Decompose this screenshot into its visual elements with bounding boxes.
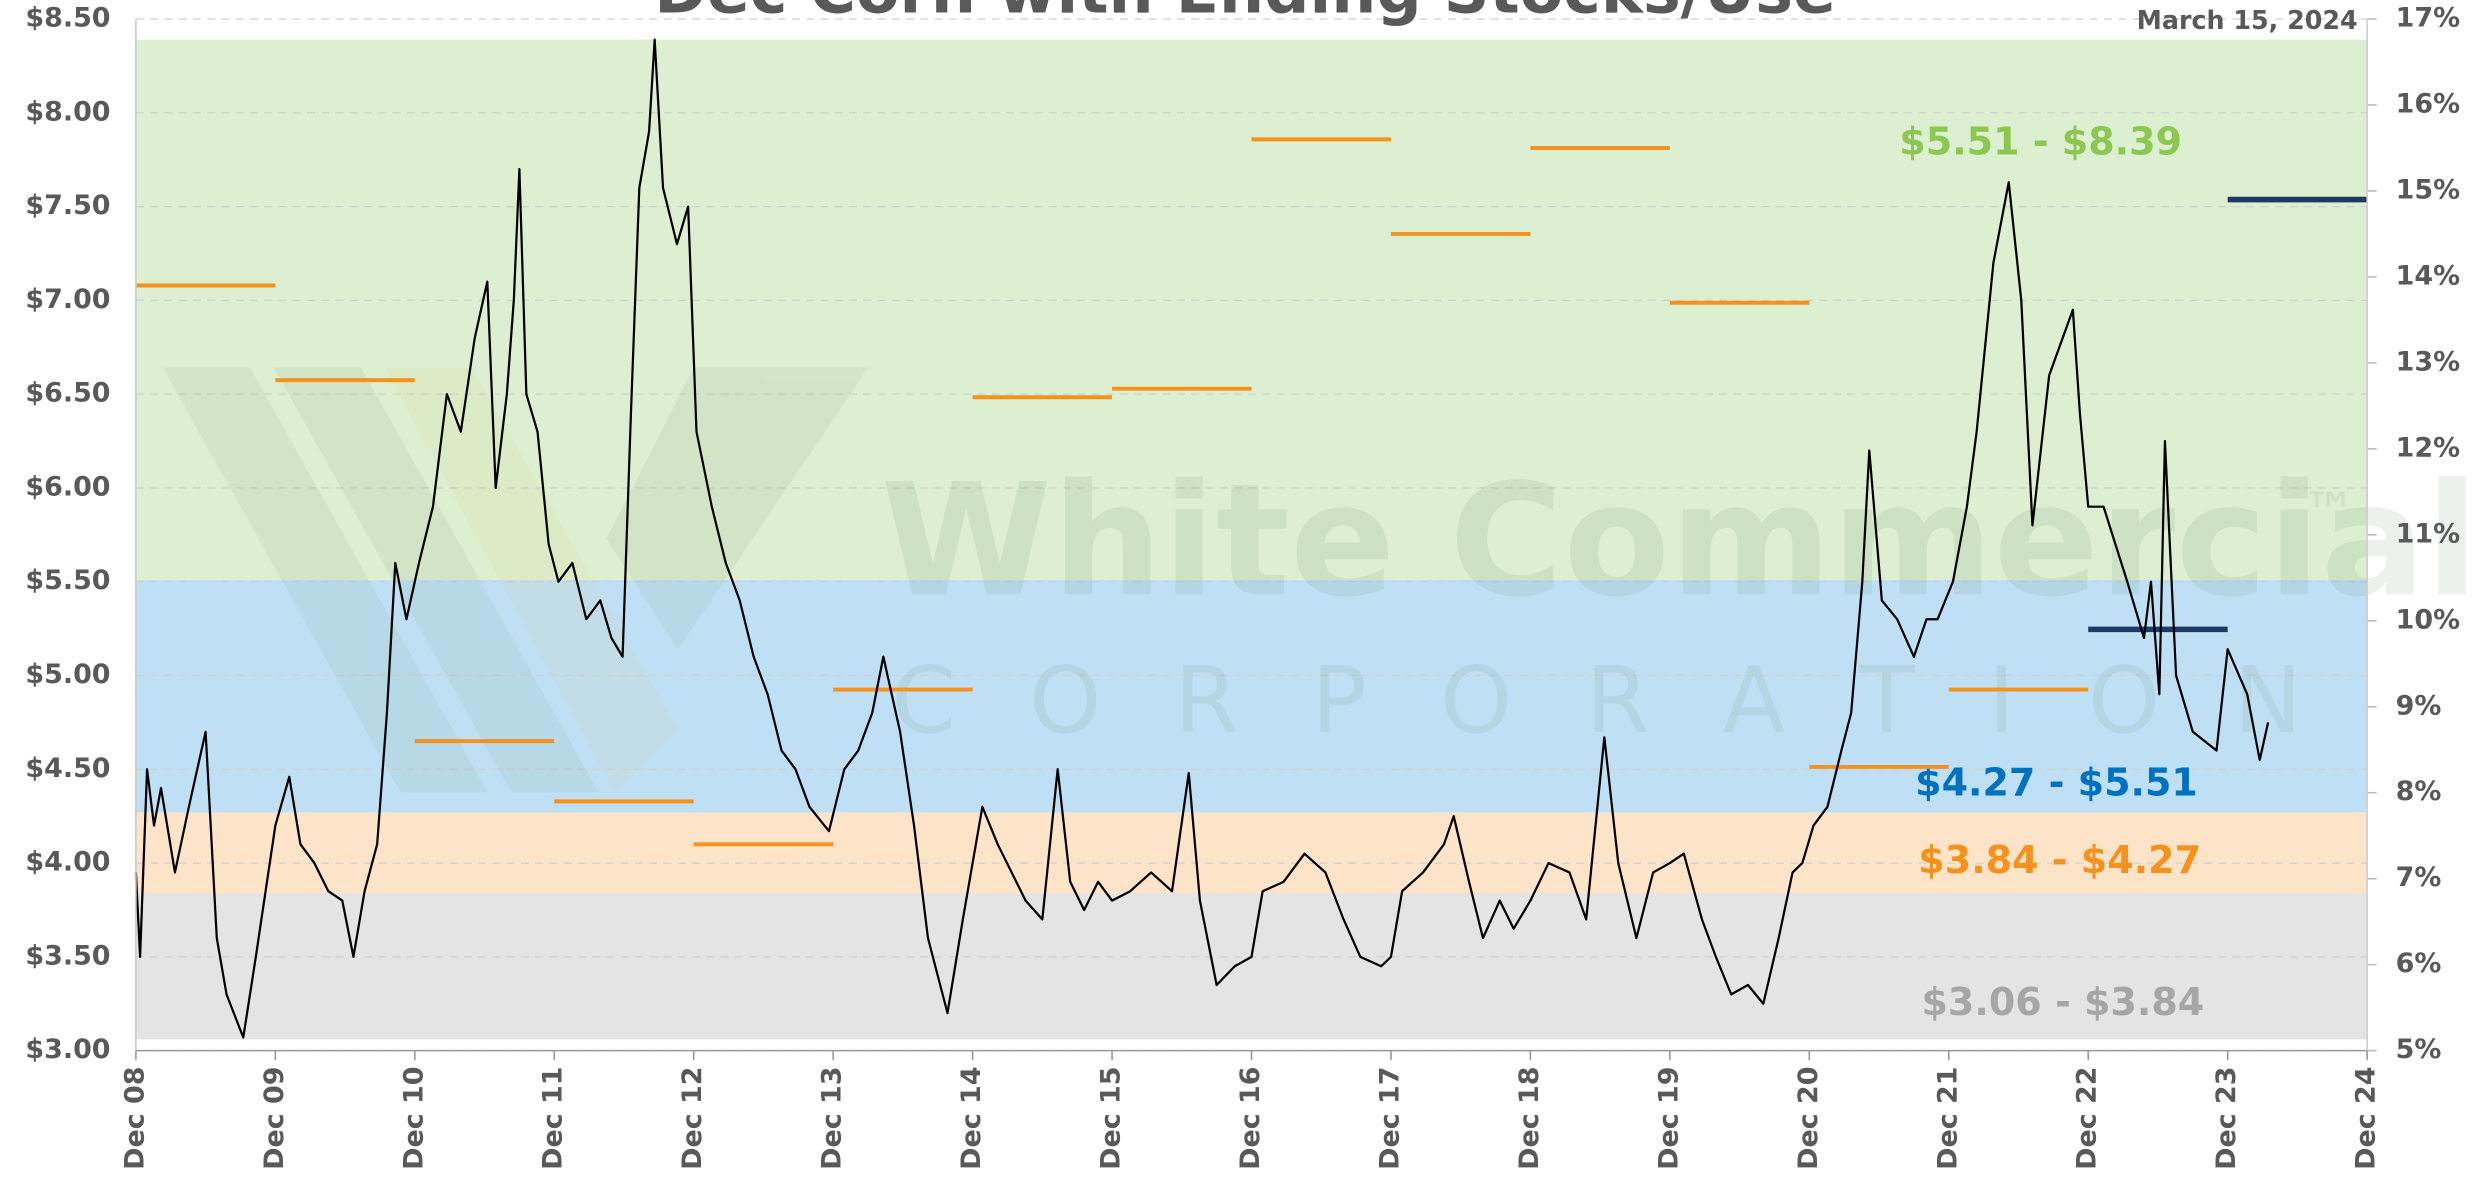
x-tick-label: Dec 14	[956, 1066, 987, 1169]
x-tick-label: Dec 15	[1096, 1066, 1127, 1169]
y-tick-label: $7.00	[25, 284, 110, 315]
watermark-text: White Commercial	[881, 450, 2479, 631]
x-tick-label: Dec 16	[1235, 1066, 1266, 1169]
x-tick-label: Dec 11	[538, 1066, 569, 1169]
watermark-logo	[606, 367, 869, 650]
chart-title: Dec Corn with Ending Stocks/Use	[654, 0, 1836, 28]
x-tick-label: Dec 19	[1653, 1066, 1684, 1169]
x-tick-label: Dec 21	[1932, 1066, 1963, 1169]
band-label: $3.06 - $3.84	[1921, 980, 2204, 1024]
x-tick-label: Dec 24	[2351, 1066, 2382, 1169]
y-tick-label: $3.00	[25, 1034, 110, 1065]
x-tick-label: Dec 22	[2072, 1066, 2103, 1169]
y2-tick-label: 5%	[2396, 1034, 2442, 1065]
y-tick-label: $3.50	[25, 940, 110, 971]
y2-tick-label: 15%	[2396, 174, 2460, 205]
price-line	[134, 38, 2270, 1039]
x-tick-label: Dec 10	[398, 1066, 429, 1169]
y-tick-label: $7.50	[25, 190, 110, 221]
y2-tick-label: 6%	[2396, 948, 2442, 979]
watermark-logo	[273, 367, 599, 793]
price-band	[135, 39, 2368, 580]
plot: $3.06 - $3.84 $3.84 - $4.27 $4.27 - $5.51 $…	[134, 38, 2368, 1039]
y-tick-label: $8.50	[25, 3, 110, 34]
price-band	[135, 893, 2368, 1040]
y-tick-label: $6.00	[25, 471, 110, 502]
x-tick-label: Dec 08	[119, 1066, 150, 1169]
x-tick-label: Dec 20	[1793, 1066, 1824, 1169]
x-tick-label: Dec 17	[1374, 1066, 1405, 1169]
watermark-logo	[384, 367, 678, 793]
axes: $3.00 $3.50 $4.00 $4.50 $5.00 $5.50 $6.00 $6.50…	[25, 3, 2460, 1170]
band-label: $3.84 - $4.27	[1918, 838, 2201, 882]
watermark-text: ™	[2302, 481, 2356, 544]
y2-tick-label: 9%	[2396, 690, 2442, 721]
y-tick-label: $4.00	[25, 847, 110, 878]
y-tick-label: $5.00	[25, 659, 110, 690]
y-tick-label: $4.50	[25, 753, 110, 784]
watermark: White Commercial ™ C O R P O R A T I O N	[162, 367, 2479, 793]
date-label: March 15, 2024	[2137, 5, 2358, 35]
bands	[135, 39, 2368, 1040]
watermark-logo	[162, 367, 488, 793]
band-label: $4.27 - $5.51	[1915, 760, 2198, 804]
y2-tick-label: 14%	[2396, 260, 2460, 291]
price-band	[135, 812, 2368, 894]
price-band	[135, 579, 2368, 813]
x-tick-label: Dec 09	[259, 1066, 290, 1169]
y-tick-label: $8.00	[25, 96, 110, 127]
x-tick-label: Dec 23	[2211, 1066, 2242, 1169]
y2-tick-label: 8%	[2396, 776, 2442, 807]
y2-tick-label: 17%	[2396, 3, 2460, 34]
x-tick-label: Dec 13	[817, 1066, 848, 1169]
y2-tick-label: 11%	[2396, 518, 2460, 549]
x-tick-label: Dec 12	[677, 1066, 708, 1169]
y2-tick-label: 12%	[2396, 432, 2460, 463]
y-tick-label: $6.50	[25, 378, 110, 409]
y2-tick-label: 13%	[2396, 346, 2460, 377]
y2-tick-label: 16%	[2396, 88, 2460, 119]
y-tick-label: $5.50	[25, 565, 110, 596]
band-label: $5.51 - $8.39	[1899, 120, 2182, 164]
y2-tick-label: 7%	[2396, 862, 2442, 893]
x-tick-label: Dec 18	[1514, 1066, 1545, 1169]
y2-tick-label: 10%	[2396, 604, 2460, 635]
